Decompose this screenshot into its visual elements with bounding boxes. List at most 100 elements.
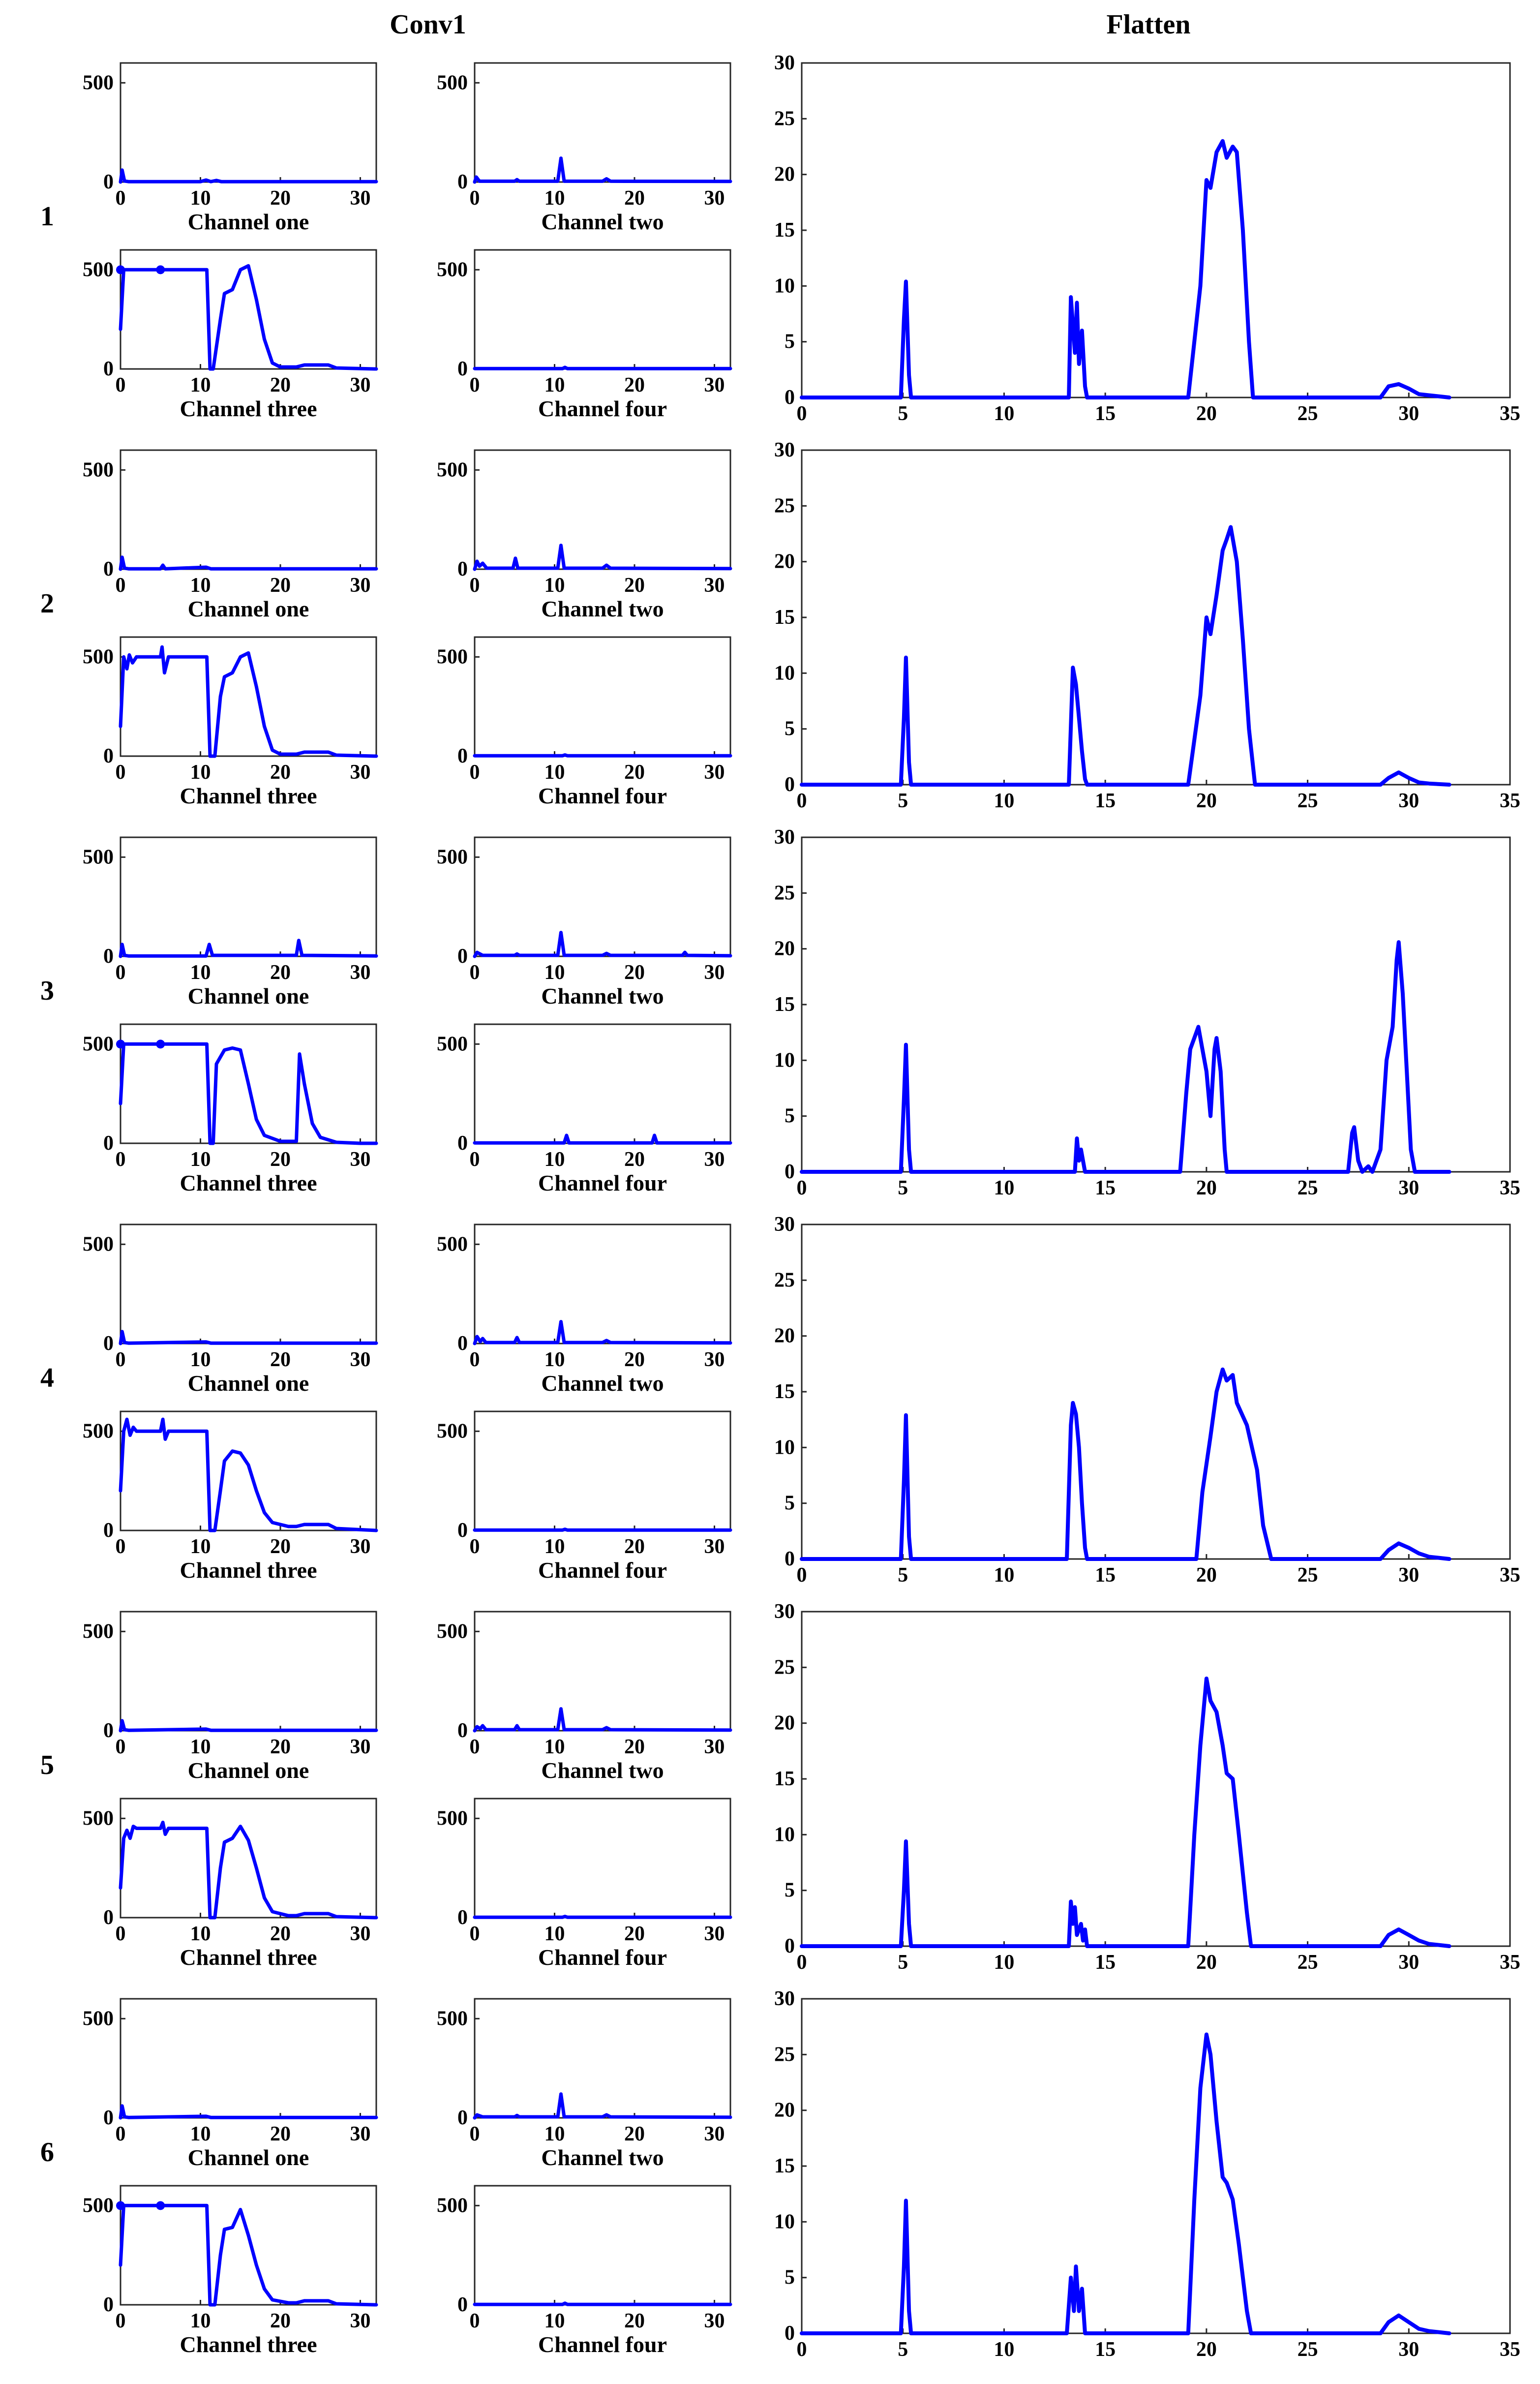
conv1-r3-ch1-xtick-label: 30 bbox=[350, 961, 371, 984]
flatten-r5-ytick-label: 25 bbox=[774, 1656, 795, 1679]
flatten-r1-ytick-label: 25 bbox=[774, 107, 795, 130]
flatten-r3-xtick-label: 15 bbox=[1095, 1177, 1116, 1199]
conv1-r2-ch4-xtick-label: 30 bbox=[704, 761, 725, 784]
flatten-r5-xtick-label: 35 bbox=[1500, 1951, 1520, 1974]
flatten-r6-xtick-label: 30 bbox=[1398, 2338, 1419, 2361]
flatten-r2-series-line bbox=[800, 525, 1451, 787]
conv1-r5-ch3-series-line bbox=[119, 1820, 378, 1920]
conv1-r4-ch2-ytick-label: 500 bbox=[437, 1233, 468, 1255]
row-label: 4 bbox=[40, 1363, 54, 1393]
row-label: 5 bbox=[40, 1750, 54, 1780]
conv1-r3-ch2-xtick-label: 10 bbox=[544, 961, 565, 984]
flatten-r2-ytick-label: 20 bbox=[774, 550, 795, 573]
flatten-r1-frame bbox=[801, 62, 1511, 398]
conv1-r4-ch4-xtick-label: 0 bbox=[470, 1535, 480, 1558]
conv1-r5-ch3-xtick-label: 10 bbox=[190, 1923, 211, 1945]
flatten-r2-xtick-label: 20 bbox=[1196, 790, 1217, 812]
conv1-r1-ch3-series-line bbox=[119, 264, 378, 371]
conv1-r2-ch1-xtick-label: 30 bbox=[350, 574, 371, 597]
conv1-r5-ch4-xtick-label: 10 bbox=[544, 1923, 565, 1945]
conv1-r3-ch2-title: Channel two bbox=[541, 983, 664, 1009]
conv1-r6-ch2-xtick-label: 10 bbox=[544, 2123, 565, 2145]
flatten-r2-ytick-label: 15 bbox=[774, 606, 795, 629]
conv1-r5-ch4-title: Channel four bbox=[538, 1945, 667, 1970]
flatten-r5-xtick-label: 5 bbox=[898, 1951, 908, 1974]
conv1-r2-ch1-series-line bbox=[119, 555, 378, 571]
conv1-r6-ch3-xtick-label: 20 bbox=[270, 2310, 291, 2332]
flatten-r1-xtick-label: 0 bbox=[797, 402, 807, 425]
flatten-r1-xtick-label: 20 bbox=[1196, 402, 1217, 425]
flatten-r1-ytick-label: 15 bbox=[774, 219, 795, 242]
conv1-r6-ch4-xtick-label: 10 bbox=[544, 2310, 565, 2332]
flatten-r1-ytick-label: 5 bbox=[785, 331, 795, 353]
conv1-r3-ch3-marker bbox=[116, 1039, 125, 1049]
conv1-r6-ch4-frame bbox=[474, 2185, 731, 2306]
flatten-r1-xtick-label: 10 bbox=[994, 402, 1014, 425]
conv1-r4-ch4-ytick-label: 0 bbox=[457, 1519, 468, 1542]
conv1-r2-ch2-xtick-label: 20 bbox=[624, 574, 645, 597]
conv1-r1-ch3-xtick-label: 0 bbox=[116, 374, 126, 397]
conv1-r1-ch3-xtick-label: 10 bbox=[190, 374, 211, 397]
col-title-flatten: Flatten bbox=[1106, 9, 1190, 40]
conv1-r4-ch2-xtick-label: 0 bbox=[470, 1348, 480, 1371]
flatten-r3-ytick-label: 30 bbox=[774, 826, 795, 849]
conv1-r3-ch1-title: Channel one bbox=[188, 983, 309, 1009]
conv1-r3-ch2-ytick-label: 500 bbox=[437, 846, 468, 868]
conv1-r3-ch4-xtick-label: 20 bbox=[624, 1148, 645, 1171]
flatten-r2-ytick-label: 10 bbox=[774, 662, 795, 684]
conv1-r4-ch4-xtick-label: 10 bbox=[544, 1535, 565, 1558]
flatten-r6-series-line bbox=[800, 2032, 1451, 2335]
flatten-r3-ytick-label: 20 bbox=[774, 938, 795, 960]
flatten-r4-ytick-label: 30 bbox=[774, 1213, 795, 1236]
conv1-r5-ch3-ytick-label: 0 bbox=[103, 1906, 114, 1929]
conv1-r1-ch3-title: Channel three bbox=[180, 396, 317, 421]
flatten-r3-ytick-label: 15 bbox=[774, 993, 795, 1016]
conv1-r3-ch1-xtick-label: 0 bbox=[116, 961, 126, 984]
conv1-r3-ch1-ytick-label: 0 bbox=[103, 945, 114, 968]
conv1-r4-ch2-xtick-label: 20 bbox=[624, 1348, 645, 1371]
conv1-r2-ch2-series-line bbox=[473, 544, 732, 571]
conv1-r3-ch1-xtick-label: 10 bbox=[190, 961, 211, 984]
conv1-r5-ch1-series-line bbox=[119, 1719, 378, 1733]
conv1-r6-ch3-ytick-label: 0 bbox=[103, 2293, 114, 2316]
flatten-r5-ytick-label: 15 bbox=[774, 1768, 795, 1790]
flatten-r5-frame bbox=[801, 1611, 1511, 1947]
flatten-r2-xtick-label: 15 bbox=[1095, 790, 1116, 812]
conv1-r2-ch4-xtick-label: 20 bbox=[624, 761, 645, 784]
conv1-r5-ch2-series-line bbox=[473, 1707, 732, 1733]
flatten-r4-xtick-label: 20 bbox=[1196, 1564, 1217, 1587]
conv1-r3-ch4-frame bbox=[474, 1023, 731, 1144]
flatten-r3-xtick-label: 10 bbox=[994, 1177, 1014, 1199]
flatten-r6-ytick-label: 30 bbox=[774, 1987, 795, 2010]
conv1-r6-ch1-xtick-label: 0 bbox=[116, 2123, 126, 2145]
conv1-r2-ch2-xtick-label: 0 bbox=[470, 574, 480, 597]
row-label: 1 bbox=[40, 201, 54, 232]
flatten-r1-xtick-label: 30 bbox=[1398, 402, 1419, 425]
conv1-r5-ch4-series-line bbox=[473, 1915, 732, 1919]
conv1-r5-ch3-ytick-label: 500 bbox=[83, 1807, 114, 1830]
flatten-r3-xtick-label: 30 bbox=[1398, 1177, 1419, 1199]
flatten-r6-ytick-label: 5 bbox=[785, 2266, 795, 2289]
conv1-r4-ch1-series-line bbox=[119, 1330, 378, 1345]
conv1-r4-ch3-xtick-label: 30 bbox=[350, 1535, 371, 1558]
flatten-r1-ytick-label: 0 bbox=[785, 386, 795, 409]
conv1-r2-ch4-frame bbox=[474, 636, 731, 757]
conv1-r2-ch3-series-line bbox=[119, 645, 378, 758]
conv1-r2-ch2-title: Channel two bbox=[541, 596, 664, 621]
conv1-r2-ch1-xtick-label: 10 bbox=[190, 574, 211, 597]
flatten-r2-xtick-label: 25 bbox=[1298, 790, 1318, 812]
conv1-r6-ch1-ytick-label: 0 bbox=[103, 2107, 114, 2129]
conv1-r3-ch1-frame bbox=[120, 836, 377, 957]
conv1-r6-ch3-marker bbox=[116, 2201, 125, 2210]
flatten-r5-xtick-label: 25 bbox=[1298, 1951, 1318, 1974]
conv1-r1-ch2-ytick-label: 0 bbox=[457, 171, 468, 193]
conv1-r4-ch4-series-line bbox=[473, 1528, 732, 1532]
conv1-r4-ch2-title: Channel two bbox=[541, 1371, 664, 1396]
conv1-r3-ch1-ytick-label: 500 bbox=[83, 846, 114, 868]
conv1-r6-ch2-xtick-label: 0 bbox=[470, 2123, 480, 2145]
flatten-r1-xtick-label: 5 bbox=[898, 402, 908, 425]
conv1-r2-ch3-xtick-label: 0 bbox=[116, 761, 126, 784]
conv1-r4-ch2-ytick-label: 0 bbox=[457, 1332, 468, 1355]
flatten-r4-xtick-label: 15 bbox=[1095, 1564, 1116, 1587]
